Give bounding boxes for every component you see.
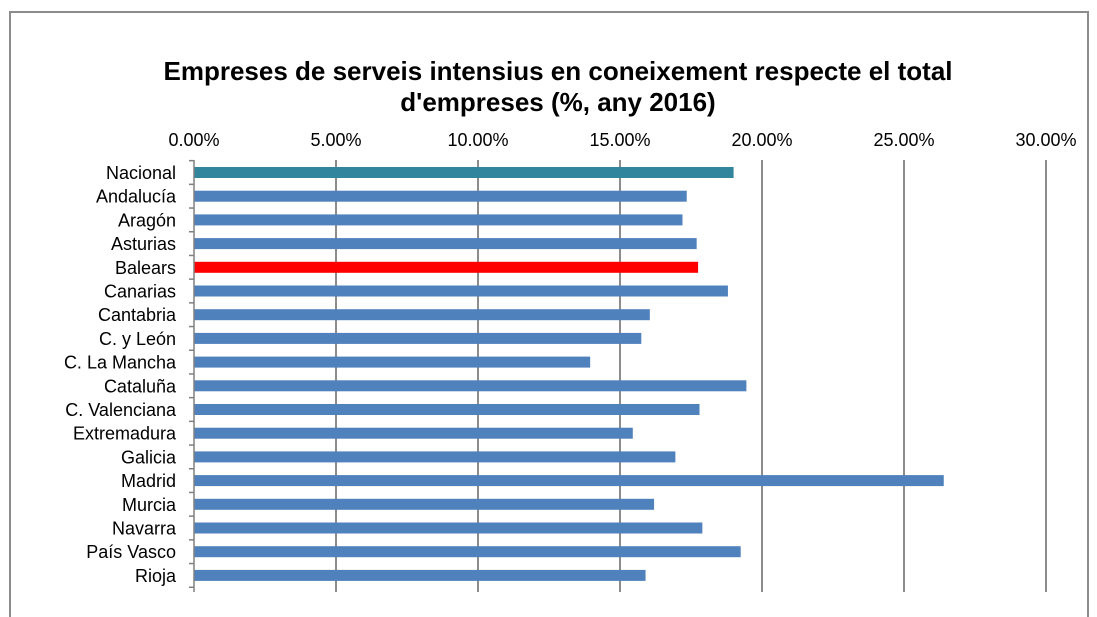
category-label: Balears	[115, 258, 176, 278]
x-tick-label: 5.00%	[310, 130, 361, 150]
category-label: C. y León	[99, 329, 176, 349]
bar	[194, 261, 699, 273]
bars	[194, 167, 944, 581]
category-label: Canarias	[104, 282, 176, 302]
category-label: País Vasco	[86, 542, 176, 562]
bar	[194, 404, 700, 415]
x-tick-label: 15.00%	[589, 130, 650, 150]
chart-title: Empreses de serveis intensius en coneixe…	[163, 56, 952, 117]
category-label: Rioja	[135, 566, 177, 586]
category-label: Cataluña	[104, 376, 177, 396]
x-tick-label: 30.00%	[1015, 130, 1076, 150]
category-label: Madrid	[121, 471, 176, 491]
bar	[194, 167, 734, 178]
x-tick-label: 25.00%	[873, 130, 934, 150]
x-tick-label: 10.00%	[447, 130, 508, 150]
bar	[194, 475, 944, 487]
category-label: Asturias	[111, 234, 176, 254]
category-label: C. La Mancha	[64, 353, 177, 373]
category-label: Extremadura	[73, 424, 177, 444]
bar	[194, 569, 646, 581]
bar	[194, 451, 676, 463]
chart-title-line-1: Empreses de serveis intensius en coneixe…	[163, 56, 952, 86]
x-tick-label: 20.00%	[731, 130, 792, 150]
bar	[194, 238, 697, 250]
bar	[194, 309, 650, 321]
category-label: Andalucía	[96, 187, 177, 207]
category-label: Galicia	[121, 447, 177, 467]
bar	[194, 190, 687, 202]
category-label: C. Valenciana	[65, 400, 177, 420]
bar	[194, 285, 728, 297]
bar	[194, 380, 747, 392]
y-axis	[189, 159, 195, 592]
bar	[194, 522, 703, 534]
x-tick-label: 0.00%	[168, 130, 219, 150]
category-label: Aragón	[118, 210, 176, 230]
category-label: Cantabria	[98, 305, 177, 325]
category-label: Murcia	[122, 495, 177, 515]
category-label: Navarra	[112, 519, 177, 539]
gridlines	[335, 160, 1047, 592]
bar	[194, 214, 683, 226]
bar	[194, 427, 633, 439]
chart-title-line-2: d'empreses (%, any 2016)	[400, 87, 715, 117]
x-axis-ticks: 0.00% 5.00% 10.00% 15.00% 20.00% 25.00% 30.00%	[168, 130, 1076, 150]
bar	[194, 546, 741, 558]
bar	[194, 498, 655, 510]
chart-frame	[9, 11, 1089, 617]
bar	[194, 356, 591, 368]
category-labels: Nacional Andalucía Aragón Asturias Balears Ca…	[64, 163, 177, 586]
bar	[194, 332, 642, 344]
category-label: Nacional	[106, 163, 176, 183]
